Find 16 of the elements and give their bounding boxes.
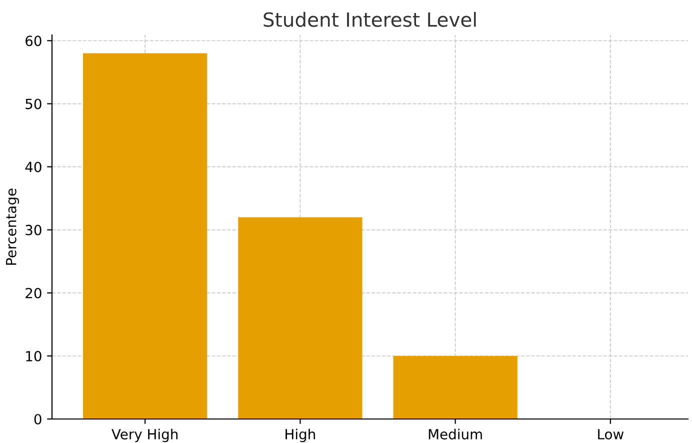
y-tick-label: 10 [26,350,42,362]
bar [83,53,208,419]
y-axis-title: Percentage [6,188,20,265]
y-tick-label: 50 [26,98,42,110]
y-tick-label: 60 [26,36,42,46]
y-tick-label: 20 [26,288,42,298]
x-tick-label: High [286,428,315,442]
x-tick-label: Medium [428,428,482,440]
y-tick-label: 40 [25,162,42,172]
y-tick-label: 0 [34,414,42,424]
x-tick-label: Very High [112,428,178,442]
x-tick-label: Low [598,429,624,440]
bar [393,356,518,419]
chart-title: Student Interest Level [264,12,476,27]
y-tick-label: 30 [26,224,42,236]
bar [238,217,362,419]
